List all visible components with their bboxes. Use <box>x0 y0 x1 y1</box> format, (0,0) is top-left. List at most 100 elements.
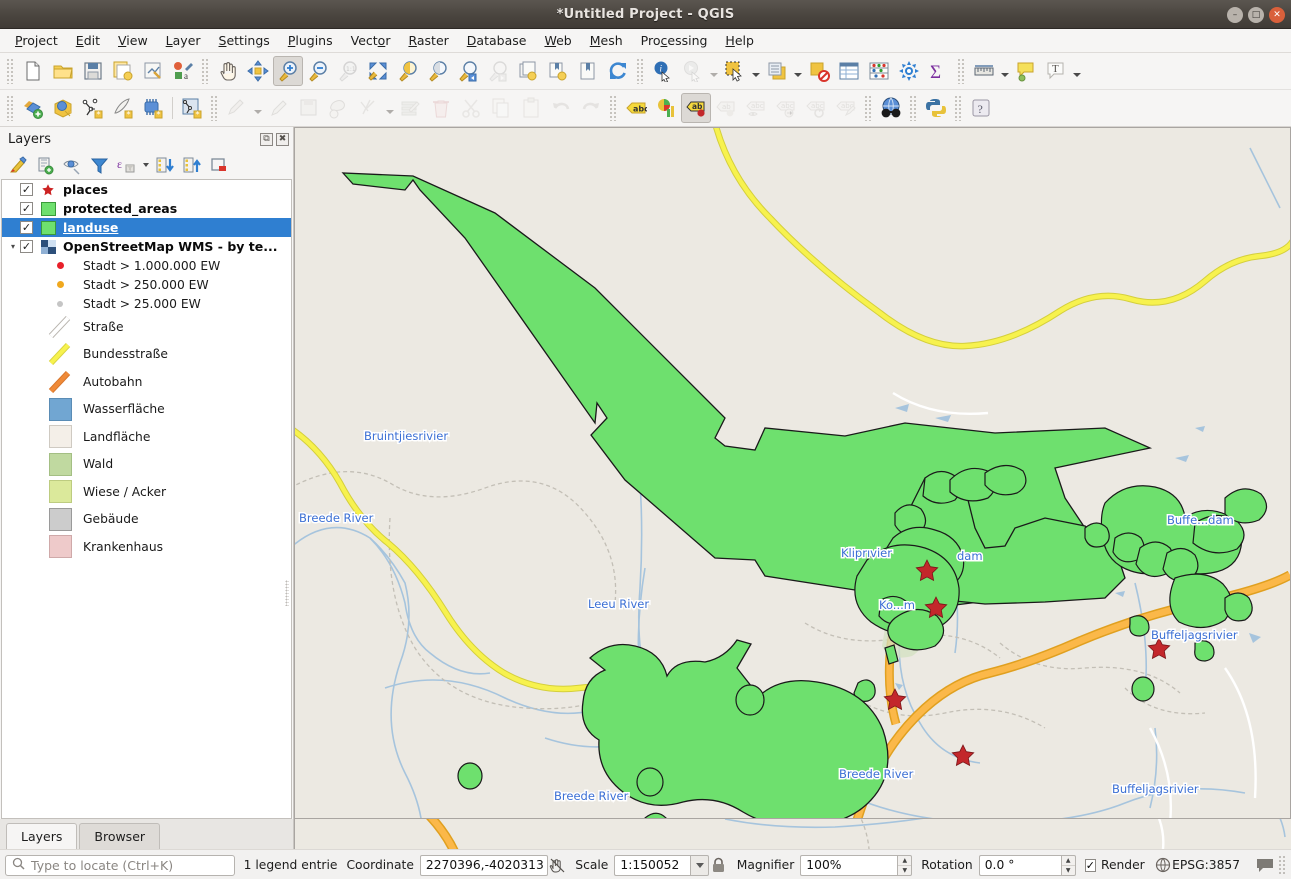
select-features-icon[interactable] <box>720 56 750 86</box>
help-icon[interactable]: ? <box>966 93 996 123</box>
add-spatialite-icon[interactable]: * <box>108 93 138 123</box>
remove-layer-icon[interactable] <box>206 153 232 177</box>
style-manager-icon[interactable]: a <box>168 56 198 86</box>
legend-entry[interactable]: Stadt > 250.000 EW <box>2 275 291 294</box>
toolbar-grip-4[interactable] <box>957 58 966 84</box>
map-canvas-bottom[interactable] <box>294 819 1291 849</box>
undock-panel-button[interactable]: ⧉ <box>260 132 273 146</box>
expand-all-icon[interactable] <box>152 153 178 177</box>
menu-item-view[interactable]: View <box>118 33 148 48</box>
new-project-icon[interactable] <box>18 56 48 86</box>
paste-features-icon[interactable] <box>516 93 546 123</box>
save-layer-edits-icon[interactable] <box>294 93 324 123</box>
menu-item-settings[interactable]: Settings <box>218 33 270 48</box>
select-expression-arrow-icon[interactable] <box>792 56 804 86</box>
zoom-native-icon[interactable]: 1:1 <box>333 56 363 86</box>
filter-legend-expression-icon[interactable]: ε <box>113 153 139 177</box>
identify-dropdown-arrow-icon[interactable] <box>708 56 720 86</box>
rotation-stepper[interactable]: ▲ ▼ <box>1060 854 1076 876</box>
legend-entry[interactable]: Gebäude <box>2 506 291 534</box>
locate-bar[interactable]: Type to locate (Ctrl+K) <box>5 854 235 876</box>
legend-entry[interactable]: Landfläche <box>2 423 291 451</box>
menu-item-raster[interactable]: Raster <box>408 33 449 48</box>
show-unplaced-labels-icon[interactable]: abc <box>741 93 771 123</box>
add-delimited-text-icon[interactable]: * <box>78 93 108 123</box>
menu-item-mesh[interactable]: Mesh <box>589 33 623 48</box>
pan-map-icon[interactable] <box>213 56 243 86</box>
layer-visibility-checkbox[interactable]: ✓ <box>20 183 33 196</box>
layer-row-protected-areas[interactable]: ✓ protected_areas <box>2 199 291 218</box>
redo-icon[interactable] <box>576 93 606 123</box>
zoom-in-icon[interactable] <box>273 56 303 86</box>
menu-item-help[interactable]: Help <box>725 33 754 48</box>
show-hide-labels-icon[interactable]: ab <box>711 93 741 123</box>
vertex-tool-icon[interactable] <box>354 93 384 123</box>
menu-item-project[interactable]: Project <box>15 33 58 48</box>
open-layer-styling-icon[interactable] <box>5 153 31 177</box>
save-project-icon[interactable] <box>78 56 108 86</box>
minimize-button[interactable]: – <box>1227 6 1243 23</box>
run-feature-action-icon[interactable] <box>678 56 708 86</box>
panel-tab-layers[interactable]: Layers <box>6 823 78 849</box>
rotation-spinner[interactable]: 0.0 ° ▲ ▼ <box>978 854 1076 876</box>
current-edits-icon[interactable] <box>222 93 252 123</box>
layer-visibility-checkbox[interactable]: ✓ <box>20 221 33 234</box>
maximize-button[interactable]: □ <box>1248 6 1264 23</box>
scale-value[interactable]: 1:150052 <box>614 854 691 876</box>
menu-item-processing[interactable]: Processing <box>640 33 708 48</box>
scale-dropdown-arrow-icon[interactable] <box>690 854 710 876</box>
label-layer-icon[interactable]: abc <box>621 93 651 123</box>
measure-dropdown-arrow-icon[interactable] <box>999 56 1011 86</box>
filter-legend-icon[interactable] <box>86 153 112 177</box>
toggle-editing-icon[interactable] <box>264 93 294 123</box>
select-by-expression-icon[interactable] <box>762 56 792 86</box>
lock-scale-icon[interactable] <box>709 857 727 874</box>
open-attribute-table-icon[interactable] <box>834 56 864 86</box>
toolbar-grip-3[interactable] <box>636 58 645 84</box>
crs-label[interactable]: EPSG:3857 <box>1172 858 1241 872</box>
statistical-summary-icon[interactable]: Σ <box>924 56 954 86</box>
add-postgis-icon[interactable]: * <box>138 93 168 123</box>
coordinate-input[interactable]: 2270396,-4020313 <box>419 854 548 876</box>
menu-item-web[interactable]: Web <box>544 33 572 48</box>
add-group-icon[interactable] <box>32 153 58 177</box>
field-calculator-icon[interactable] <box>864 56 894 86</box>
bookmarks-icon[interactable] <box>573 56 603 86</box>
layer-expander[interactable]: ▾ <box>10 242 15 251</box>
new-print-layout-icon[interactable] <box>138 56 168 86</box>
menu-item-layer[interactable]: Layer <box>165 33 201 48</box>
render-checkbox[interactable]: ✓ <box>1084 858 1096 872</box>
menu-item-plugins[interactable]: Plugins <box>287 33 333 48</box>
annotation-dropdown-arrow-icon[interactable] <box>1071 56 1083 86</box>
magnifier-value[interactable]: 100% <box>800 854 898 876</box>
add-wms-layer-icon[interactable]: * <box>177 93 207 123</box>
locate-input[interactable]: Type to locate (Ctrl+K) <box>31 857 174 873</box>
toolbar2-grip-6[interactable] <box>954 95 963 121</box>
python-console-icon[interactable] <box>921 93 951 123</box>
scale-combo[interactable]: 1:150052 <box>614 854 710 876</box>
layer-tree-scroll-indicator[interactable] <box>285 580 289 606</box>
change-label-icon[interactable]: abc <box>831 93 861 123</box>
magnifier-spinner[interactable]: 100% ▲ ▼ <box>800 854 913 876</box>
toolbar-grip[interactable] <box>6 58 15 84</box>
toolbar2-grip-5[interactable] <box>909 95 918 121</box>
options-icon[interactable] <box>894 56 924 86</box>
rotation-value[interactable]: 0.0 ° <box>978 854 1061 876</box>
statusbar-resize-grip[interactable] <box>1278 855 1286 875</box>
menu-item-database[interactable]: Database <box>466 33 527 48</box>
cut-features-icon[interactable] <box>456 93 486 123</box>
filter-legend-arrow-icon[interactable] <box>140 153 151 177</box>
legend-entry[interactable]: Stadt > 1.000.000 EW <box>2 256 291 275</box>
zoom-out-icon[interactable] <box>303 56 333 86</box>
select-dropdown-arrow-icon[interactable] <box>750 56 762 86</box>
layer-visibility-checkbox[interactable]: ✓ <box>20 240 33 253</box>
highlight-pinned-labels-icon[interactable]: ab <box>681 93 711 123</box>
layer-visibility-checkbox[interactable]: ✓ <box>20 202 33 215</box>
refresh-icon[interactable] <box>603 56 633 86</box>
legend-entry[interactable]: Autobahn <box>2 368 291 396</box>
deselect-icon[interactable] <box>804 56 834 86</box>
close-panel-button[interactable]: ✖ <box>276 132 289 146</box>
toolbar2-grip-3[interactable] <box>609 95 618 121</box>
new-map-view-icon[interactable] <box>513 56 543 86</box>
toolbar2-grip[interactable] <box>6 95 15 121</box>
